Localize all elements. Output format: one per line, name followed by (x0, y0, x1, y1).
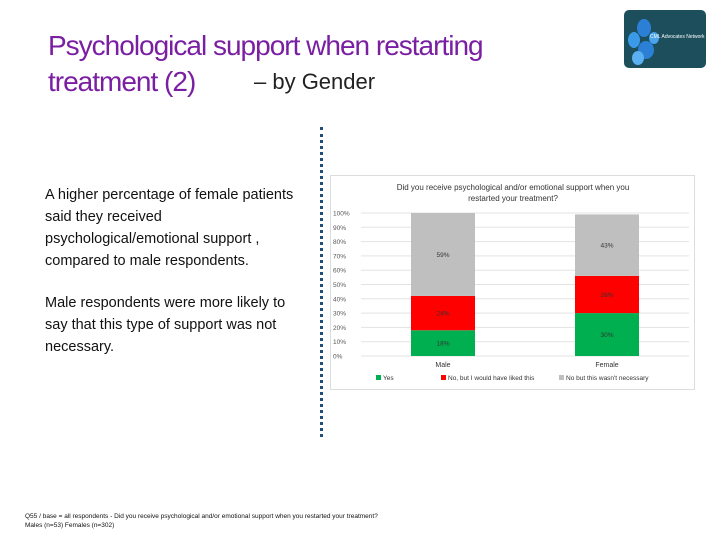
y-tick-label: 40% (333, 296, 346, 303)
footnote: Q55 / base = all respondents - Did you r… (25, 512, 378, 530)
y-tick-label: 0% (333, 354, 343, 361)
title-suffix: – by Gender (254, 69, 376, 94)
page-title: Psychological support when restarting tr… (48, 28, 568, 100)
x-tick-label: Female (595, 362, 618, 369)
chart-title-line-2: restarted your treatment? (468, 194, 558, 203)
data-label: 24% (436, 311, 449, 318)
legend-swatch (559, 375, 564, 380)
y-tick-label: 90% (333, 225, 346, 232)
summary-paragraph-2: Male respondents were more likely to say… (45, 295, 286, 355)
logo-text: CML Advocates Network (650, 34, 705, 40)
data-label: 26% (600, 292, 613, 299)
legend-label: No but this wasn't necessary (566, 375, 649, 382)
logo: CML Advocates Network (624, 10, 706, 68)
bar-segment (411, 213, 475, 296)
y-tick-label: 80% (333, 239, 346, 246)
bar-segment (575, 313, 639, 356)
y-tick-label: 70% (333, 253, 346, 260)
data-label: 30% (600, 332, 613, 339)
footnote-line-2: Males (n=53) Females (n=302) (25, 522, 115, 529)
y-tick-label: 100% (333, 211, 350, 218)
legend-label: Yes (383, 375, 394, 382)
summary-paragraph-1: A higher percentage of female patients s… (45, 187, 294, 269)
chart: Did you receive psychological and/or emo… (330, 175, 695, 390)
y-tick-label: 10% (333, 339, 346, 346)
x-tick-label: Male (435, 362, 450, 369)
chart-title-line-1: Did you receive psychological and/or emo… (397, 183, 630, 192)
legend-swatch (441, 375, 446, 380)
footnote-line-1: Q55 / base = all respondents - Did you r… (25, 513, 378, 520)
cells-icon (628, 19, 659, 65)
data-label: 59% (436, 252, 449, 259)
bar-segment (575, 214, 639, 276)
y-tick-label: 60% (333, 268, 346, 275)
y-tick-label: 30% (333, 311, 346, 318)
bar-segment (575, 275, 639, 314)
legend-label: No, but I would have liked this (448, 375, 535, 382)
data-label: 43% (600, 243, 613, 250)
y-tick-label: 20% (333, 325, 346, 332)
chart-svg: Did you receive psychological and/or emo… (333, 183, 689, 382)
divider (320, 127, 323, 437)
bar-segment (411, 295, 475, 331)
data-label: 18% (436, 341, 449, 348)
title-line: Psychological support when restarting tr… (48, 30, 484, 97)
y-tick-label: 50% (333, 282, 346, 289)
legend-swatch (376, 375, 381, 380)
bar-segment (411, 330, 475, 356)
